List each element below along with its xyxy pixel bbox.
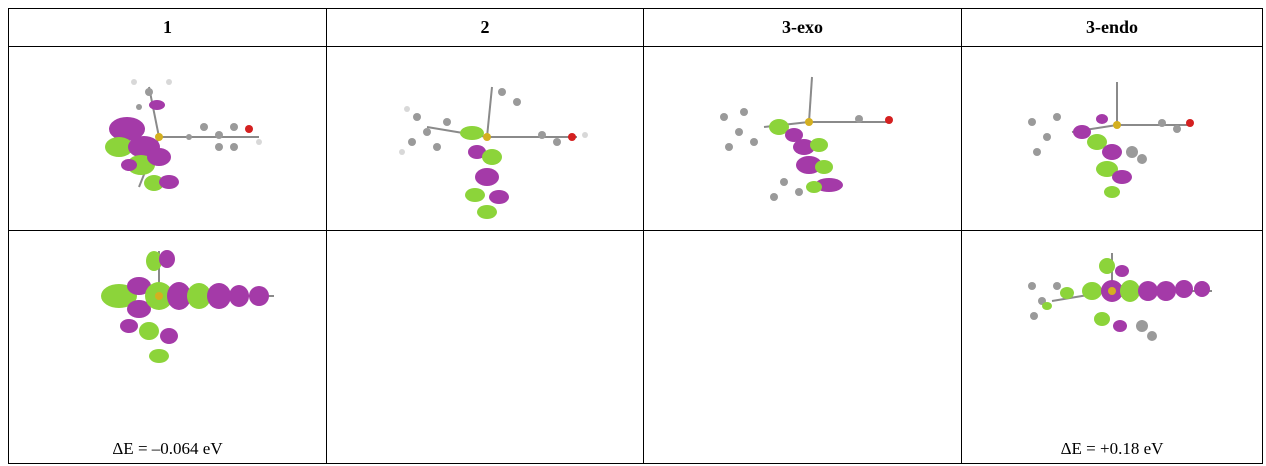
cell-3-exo-bottom: [643, 230, 962, 464]
cell-2-top: [326, 46, 644, 231]
header-3-exo: 3-exo: [643, 8, 962, 47]
orbital-image-3-endo-top: [1028, 82, 1194, 198]
header-row: 1 2 3-exo 3-endo: [8, 8, 1263, 47]
delta-e-label-3-endo: ΔE = +0.18 eV: [1060, 439, 1164, 458]
cell-3-endo-top: [961, 46, 1263, 231]
orbital-image-1-top: [105, 79, 262, 191]
header-2: 2: [326, 8, 644, 47]
cell-3-endo-bottom: ΔE = +0.18 eV: [961, 230, 1263, 464]
cell-1-bottom: ΔE = –0.064 eV: [8, 230, 327, 464]
orbital-row-top: [8, 46, 1263, 231]
delta-e-label-1: ΔE = –0.064 eV: [112, 439, 223, 458]
orbital-image-3-endo-bottom: [1028, 253, 1212, 341]
cell-3-exo-top: [643, 46, 962, 231]
orbital-image-1-bottom: [101, 250, 274, 363]
orbital-row-bottom: ΔE = –0.064 eV: [8, 230, 1263, 464]
header-3-endo: 3-endo: [961, 8, 1263, 47]
orbital-image-3-exo-top: [720, 76, 893, 201]
cell-1-top: [8, 46, 327, 231]
orbital-table: 1 2 3-exo 3-endo: [8, 8, 1263, 464]
header-1: 1: [8, 8, 327, 47]
cell-2-bottom: [326, 230, 644, 464]
orbital-image-2-top: [399, 86, 588, 219]
